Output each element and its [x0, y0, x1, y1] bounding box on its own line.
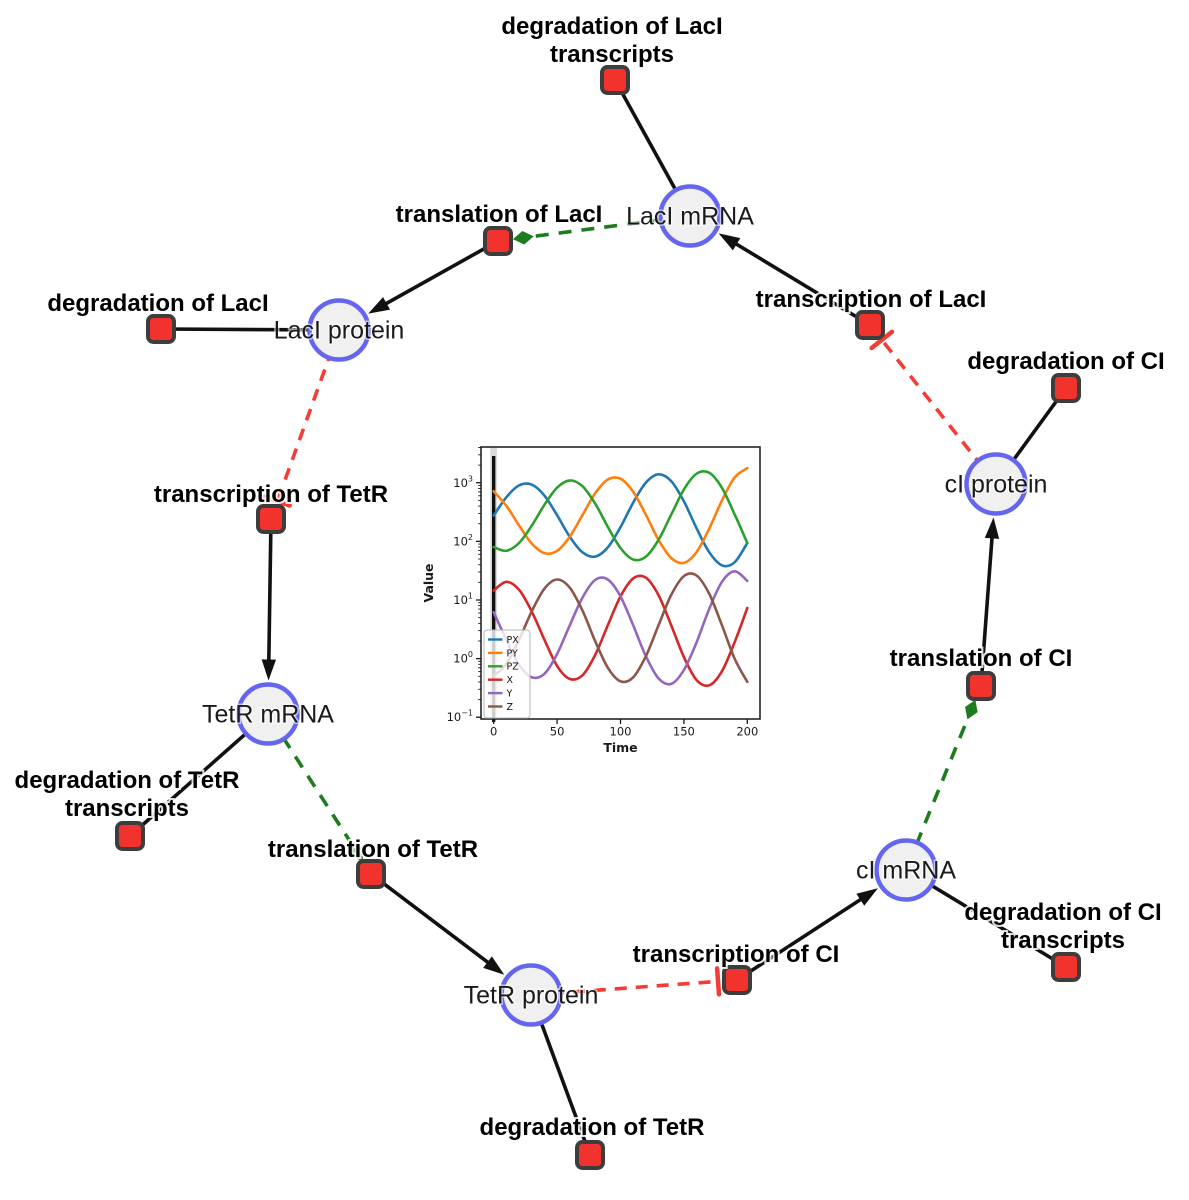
legend-label-X: X [507, 675, 514, 686]
inhibition-tbar-head [869, 329, 895, 351]
edge-production-translation_laci-to-laci_protein [368, 239, 499, 314]
reaction-label-translation_ci: translation of CI [890, 645, 1073, 672]
plot-ytick-10e3: 103 [453, 474, 473, 490]
legend-label-Z: Z [507, 702, 514, 713]
reaction-label-transcription_ci: transcription of CI [633, 941, 840, 968]
plot-xlabel: Time [603, 740, 637, 755]
reaction-label-translation_tetr: translation of TetR [268, 836, 478, 863]
plot-ytick-10e1: 101 [453, 592, 473, 608]
species-label-tetr_protein: TetR protein [464, 982, 599, 1010]
edge-modifier-tetr_mrna-to-translation_tetr [281, 736, 363, 862]
species-label-laci_protein: LacI protein [274, 317, 405, 345]
reaction-label-deg_laci: degradation of LacI [47, 290, 268, 317]
plot-curve-Y [492, 570, 749, 686]
reaction-node-deg_ci [1051, 373, 1081, 403]
reaction-node-deg_tetr_tx [115, 821, 145, 851]
species-label-ci_protein: cI protein [945, 471, 1048, 499]
reaction-label-deg_ci_tx-line2: transcripts [1001, 927, 1125, 954]
species-label-laci_mrna: LacI mRNA [626, 203, 754, 231]
reaction-label-deg_laci_tx-line1: degradation of LacI [501, 13, 722, 40]
plot-curve-PZ [492, 469, 749, 562]
edge-modifier-laci_mrna-to-translation_laci [512, 217, 663, 245]
reaction-label-deg_tetr_tx-line2: transcripts [65, 795, 189, 822]
labels-layer: degradation of LacItranscriptstranslatio… [13, 11, 1167, 1143]
nodes-layer [115, 65, 1081, 1170]
plot-xtick-50: 50 [550, 725, 565, 739]
species-node-laci_mrna [658, 184, 722, 248]
reaction-label-deg_laci_tx-line2: transcripts [550, 41, 674, 68]
reaction-node-deg_ci_tx [1051, 952, 1081, 982]
reaction-label-deg_tetr: degradation of TetR [480, 1114, 705, 1141]
modifier-diamond-head [512, 230, 534, 245]
reaction-label-transcription_laci: transcription of LacI [756, 286, 987, 313]
reaction-label-deg_ci: degradation of CI [967, 348, 1164, 375]
legend-label-Y: Y [506, 689, 513, 700]
legend-label-PY: PY [507, 648, 519, 659]
reaction-node-deg_laci [146, 314, 176, 344]
species-label-tetr_mrna: TetR mRNA [202, 701, 334, 729]
legend-label-PZ: PZ [507, 662, 520, 673]
plot-xtick-150: 150 [673, 725, 695, 739]
reaction-label-translation_laci: translation of LacI [396, 201, 603, 228]
edge-modifier-ci_mrna-to-translation_ci [914, 699, 978, 846]
reaction-label-transcription_tetr: transcription of TetR [154, 481, 388, 508]
reaction-node-transcription_ci [722, 965, 752, 995]
edge-production-transcription_ci-to-ci_mrna [736, 888, 878, 982]
reaction-node-transcription_tetr [256, 504, 286, 534]
plot-xtick-100: 100 [610, 725, 632, 739]
reaction-node-translation_ci [966, 671, 996, 701]
edge-production-translation_ci-to-ci_protein [979, 517, 1000, 687]
edge-production-transcription_tetr-to-tetr_mrna [261, 518, 277, 681]
species-node-ci_mrna [874, 838, 938, 902]
species-node-laci_protein [307, 298, 371, 362]
reaction-node-deg_laci_tx [600, 65, 630, 95]
modifier-diamond-head [965, 699, 978, 720]
plot-ylabel: Value [421, 563, 436, 602]
reaction-label-deg_ci_tx-line1: degradation of CI [964, 899, 1161, 926]
inhibition-tbar-head [714, 966, 722, 997]
modifier-diamond-head [351, 843, 363, 862]
simulation-plot: 0 50 100 150 200 10−1 100 101 102 103 Time Value PX P… [421, 446, 761, 755]
plot-curve-PX [492, 472, 749, 568]
reaction-label-deg_tetr_tx-line1: degradation of TetR [15, 767, 240, 794]
reaction-node-translation_tetr [356, 859, 386, 889]
plot-curve-PY [492, 466, 749, 565]
plot-curve-Z [492, 572, 749, 684]
plot-xtick-0: 0 [490, 725, 497, 739]
edge-production-translation_tetr-to-tetr_protein [369, 872, 505, 975]
reaction-node-translation_laci [483, 226, 513, 256]
plot-xtick-200: 200 [736, 725, 758, 739]
species-label-ci_mrna: cI mRNA [856, 857, 956, 885]
reaction-node-transcription_laci [855, 310, 885, 340]
species-node-ci_protein [964, 452, 1028, 516]
species-node-tetr_mrna [236, 682, 300, 746]
plot-ytick-10e2: 102 [453, 533, 473, 549]
plot-ytick-10e-1: 10−1 [447, 709, 473, 725]
species-node-tetr_protein [499, 963, 563, 1027]
inhibition-tbar-head [262, 494, 292, 508]
legend-label-PX: PX [507, 635, 520, 646]
edge-production-transcription_laci-to-laci_mrna [718, 233, 871, 327]
reaction-node-deg_tetr [575, 1140, 605, 1170]
plot-ytick-10e0: 100 [453, 650, 473, 666]
